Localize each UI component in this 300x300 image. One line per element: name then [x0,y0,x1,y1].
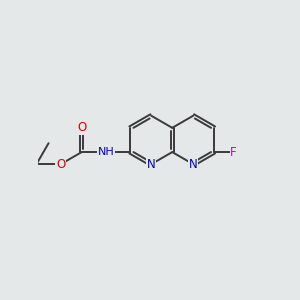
Text: O: O [77,121,86,134]
Text: N: N [189,158,198,171]
Text: NH: NH [98,147,114,157]
Text: F: F [230,146,237,159]
Text: O: O [56,158,65,171]
Text: N: N [147,158,156,171]
